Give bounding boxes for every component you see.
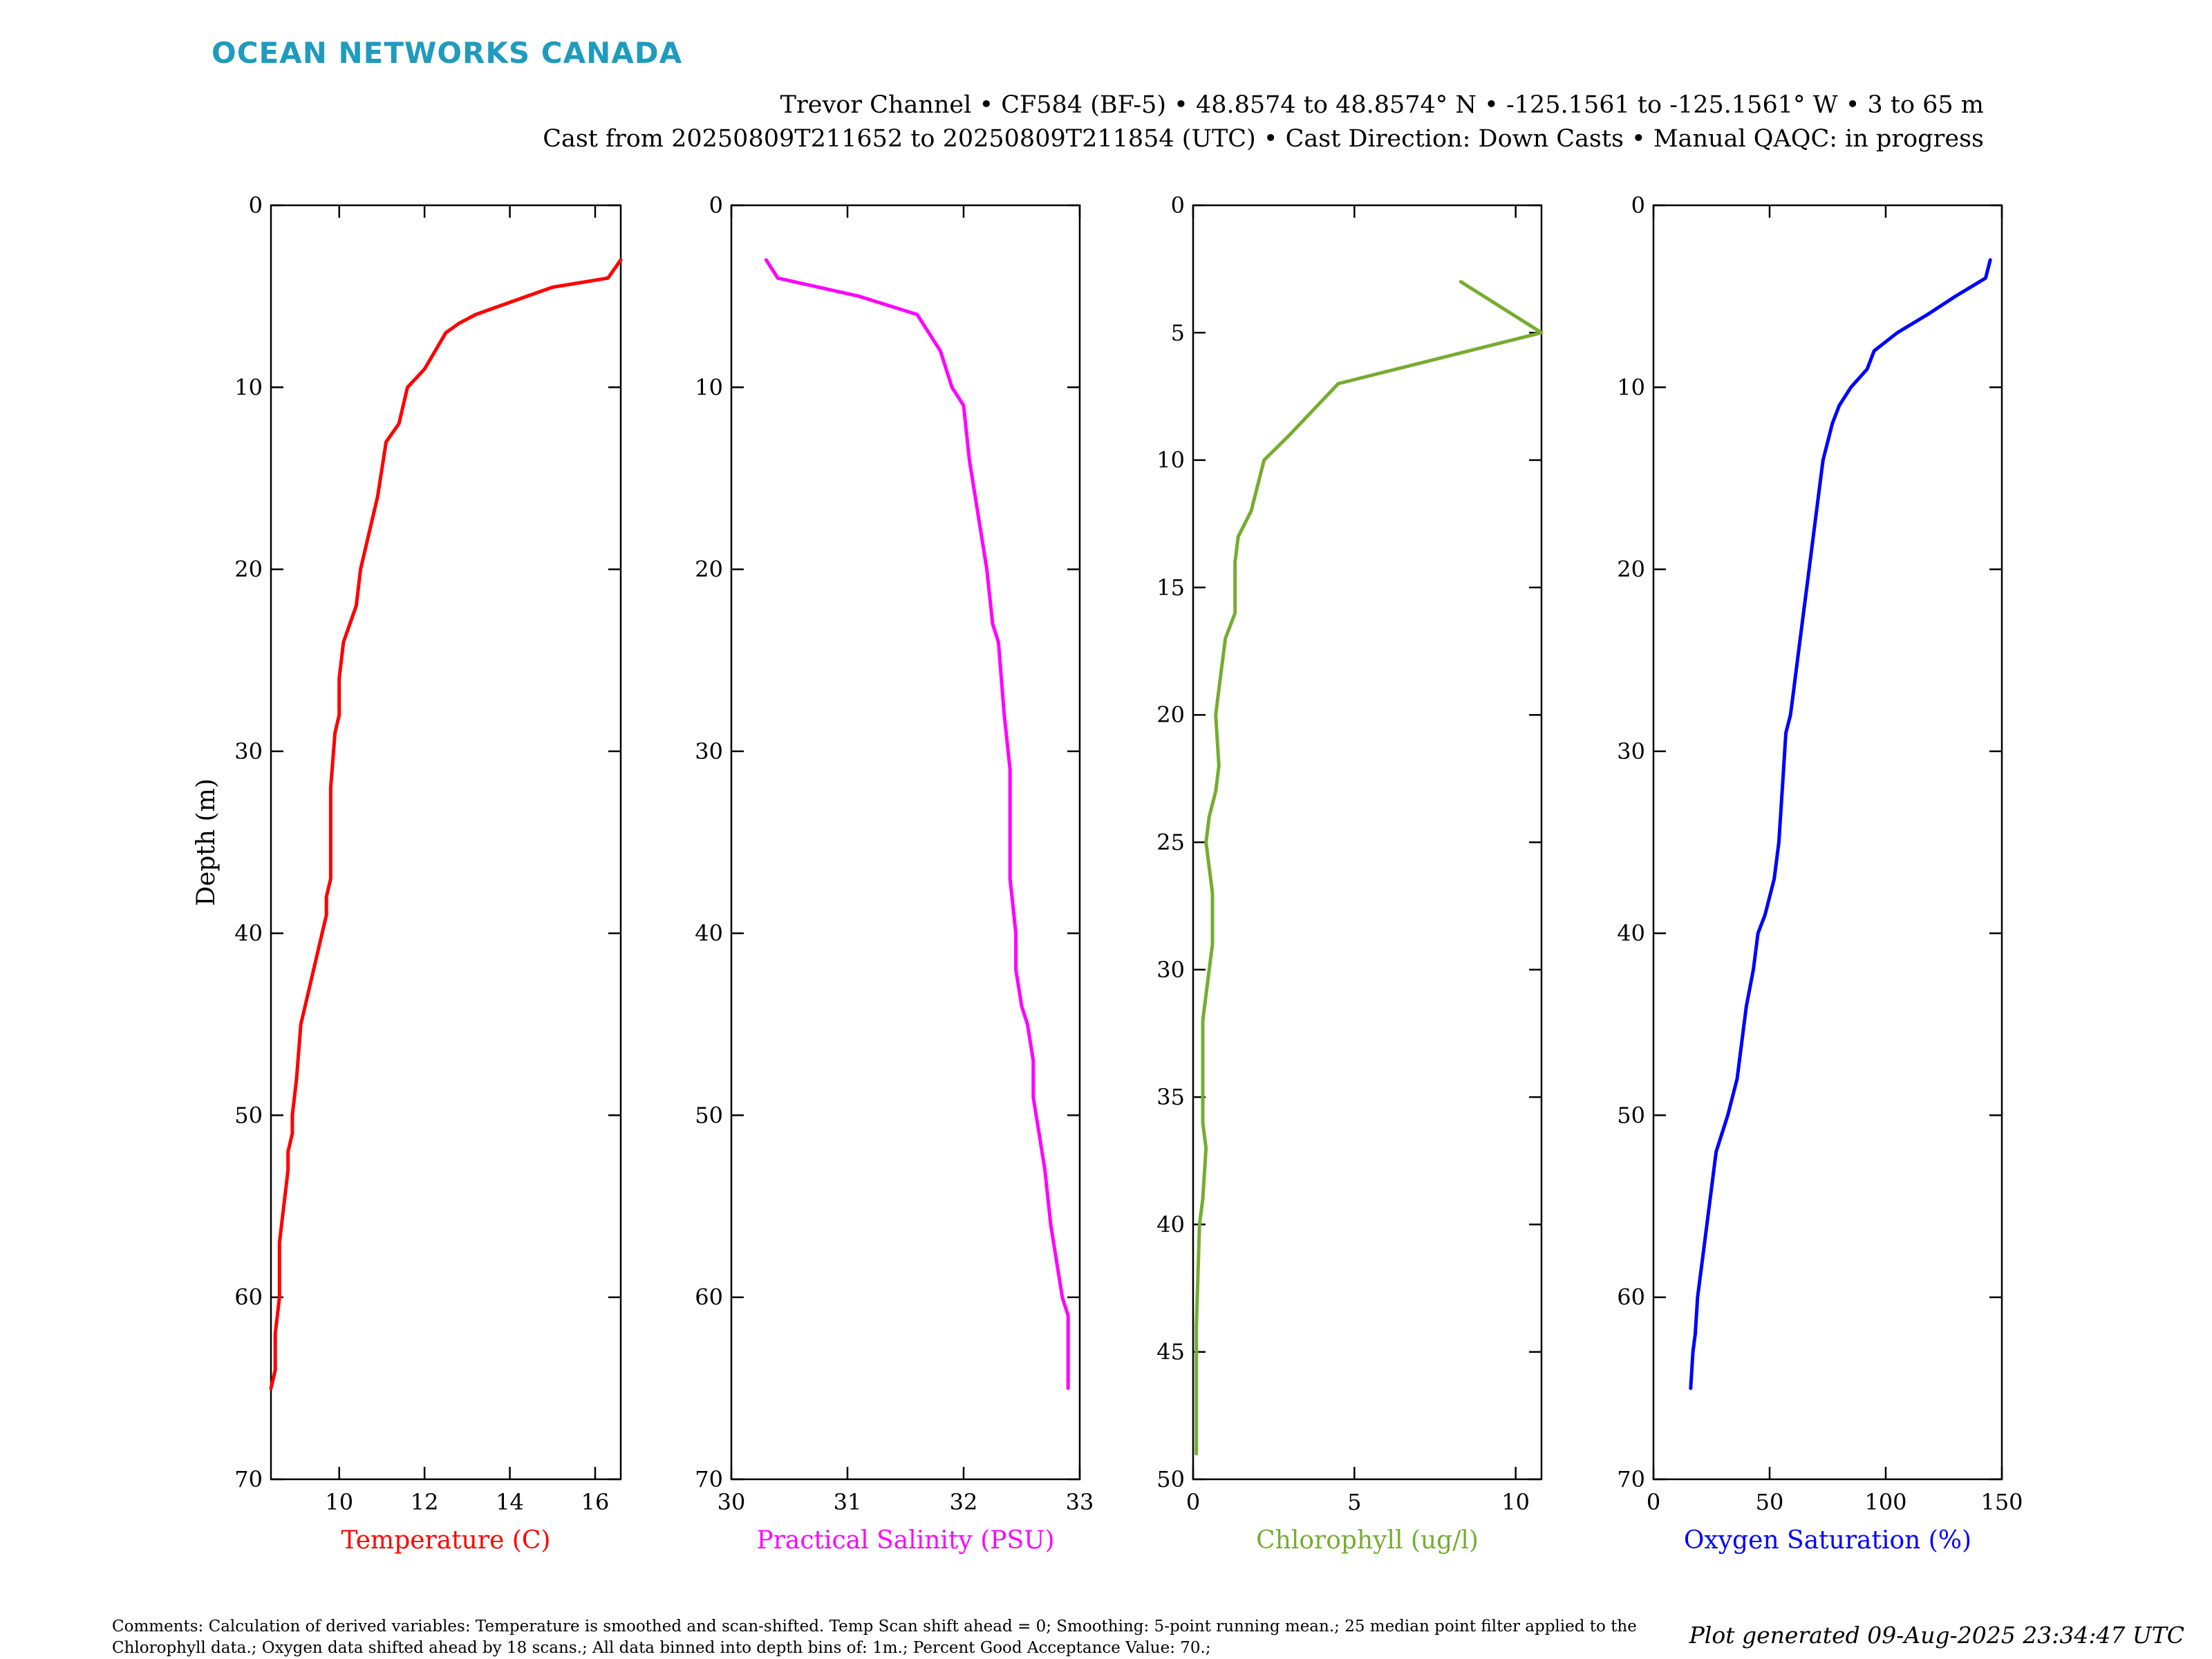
x-tick-label: 50 <box>1756 1489 1784 1515</box>
y-tick-label: 40 <box>1617 920 1645 946</box>
y-tick-label: 20 <box>695 556 723 583</box>
y-tick-label: 45 <box>1156 1339 1185 1365</box>
y-tick-label: 0 <box>709 192 723 218</box>
y-tick-label: 5 <box>1171 319 1185 346</box>
y-tick-label: 20 <box>1156 702 1185 728</box>
y-tick-label: 70 <box>234 1466 263 1492</box>
chart-panel-1: 0 10 20 30 40 50 60 70 10 12 14 16 Temperature (C) De… <box>192 192 623 1555</box>
comments-text: Comments: Calculation of derived variabl… <box>112 1618 1637 1657</box>
x-tick-label: 100 <box>1864 1489 1906 1515</box>
y-tick-label: 50 <box>1617 1102 1645 1128</box>
y-tick-label: 0 <box>1631 192 1645 218</box>
header-line-2: Cast from 20250809T211652 to 20250809T21… <box>543 125 1984 153</box>
y-tick-label: 10 <box>1617 374 1645 400</box>
plot-frame <box>270 204 622 1481</box>
y-tick-label: 20 <box>1617 556 1645 583</box>
series-line-1 <box>764 258 1070 1390</box>
onc-logo: OCEAN NETWORKS CANADA <box>212 36 683 70</box>
y-tick-label: 0 <box>249 192 263 218</box>
header-line-1: Trevor Channel • CF584 (BF-5) • 48.8574 … <box>780 91 1984 119</box>
y-tick-label: 30 <box>1156 957 1185 983</box>
y-tick-label: 70 <box>695 1466 723 1492</box>
y-tick-label: 25 <box>1156 830 1185 856</box>
y-tick-label: 10 <box>234 374 263 400</box>
x-tick-label: 150 <box>1980 1489 2023 1515</box>
x-axis-title: Temperature (C) <box>341 1526 551 1555</box>
y-axis-title: Depth (m) <box>192 778 221 906</box>
y-tick-label: 70 <box>1617 1466 1645 1492</box>
y-tick-label: 50 <box>695 1102 723 1128</box>
y-tick-label: 40 <box>234 920 263 946</box>
y-tick-label: 50 <box>1156 1466 1185 1492</box>
x-tick-label: 31 <box>834 1489 862 1515</box>
x-tick-label: 12 <box>411 1489 439 1515</box>
series-line-1 <box>269 258 623 1390</box>
x-axis-title: Practical Salinity (PSU) <box>756 1526 1054 1555</box>
y-tick-label: 35 <box>1156 1084 1185 1110</box>
y-tick-label: 10 <box>1156 447 1185 474</box>
y-tick-label: 40 <box>1156 1211 1185 1237</box>
x-tick-label: 10 <box>325 1489 353 1515</box>
x-tick-label: 0 <box>1647 1489 1660 1515</box>
y-tick-label: 30 <box>1617 738 1645 765</box>
x-tick-label: 10 <box>1501 1489 1530 1515</box>
y-tick-label: 30 <box>234 738 263 765</box>
series-line-1 <box>1194 280 1544 1456</box>
x-tick-label: 14 <box>496 1489 524 1515</box>
plot-frame <box>1652 204 2003 1481</box>
plot-frame <box>1192 204 1543 1481</box>
plot-frame <box>730 204 1081 1481</box>
plot-generated-timestamp: Plot generated 09-Aug-2025 23:34:47 UTC <box>1689 1622 2184 1649</box>
x-tick-label: 32 <box>950 1489 978 1515</box>
x-tick-label: 16 <box>581 1489 610 1515</box>
y-tick-label: 30 <box>695 738 723 765</box>
y-tick-label: 40 <box>695 920 723 946</box>
y-tick-label: 60 <box>695 1284 723 1311</box>
y-tick-label: 20 <box>234 556 263 583</box>
y-tick-label: 15 <box>1156 574 1185 601</box>
x-tick-label: 5 <box>1347 1489 1361 1515</box>
x-axis-title: Oxygen Saturation (%) <box>1684 1526 1971 1555</box>
x-tick-label: 0 <box>1186 1489 1200 1515</box>
y-tick-label: 0 <box>1171 192 1185 218</box>
x-tick-label: 30 <box>718 1489 746 1515</box>
y-tick-label: 60 <box>234 1284 263 1311</box>
y-tick-label: 50 <box>234 1102 263 1128</box>
x-tick-label: 33 <box>1066 1489 1094 1515</box>
y-tick-label: 10 <box>695 374 723 400</box>
x-axis-title: Chlorophyll (ug/l) <box>1256 1526 1479 1555</box>
y-tick-label: 60 <box>1617 1284 1645 1311</box>
series-line-1 <box>1689 258 1992 1390</box>
